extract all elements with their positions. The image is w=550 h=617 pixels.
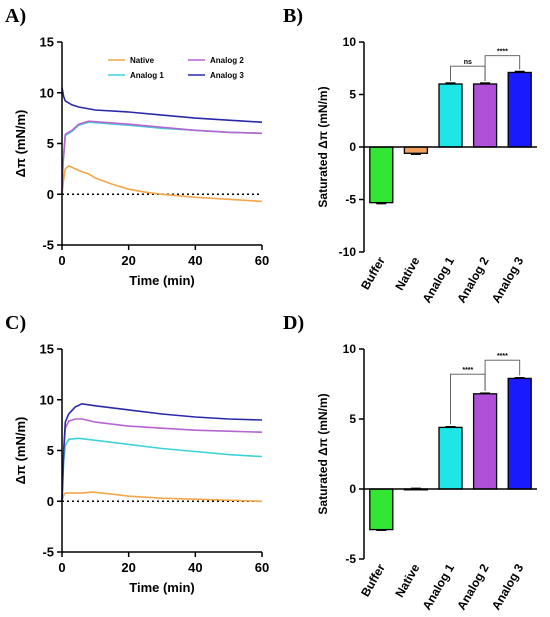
category-label: Native <box>392 254 422 292</box>
y-tick-label: -5 <box>42 238 54 253</box>
significance-label: **** <box>497 49 508 56</box>
significance-label: ns <box>464 59 472 66</box>
legend-label: Analog 3 <box>210 71 244 80</box>
panel-label: B) <box>283 5 303 27</box>
bar-analog-1 <box>438 426 463 490</box>
y-tick-label: 0 <box>349 140 356 154</box>
y-tick-label: -5 <box>345 552 356 566</box>
bar-analog-2 <box>472 393 498 490</box>
series-line-analog-2 <box>61 418 263 502</box>
y-tick-label: 0 <box>349 482 356 496</box>
bar-buffer <box>369 488 394 531</box>
category-label: Analog 3 <box>489 561 527 612</box>
panel-a: A) -5 0 5 10 15 0 20 40 60 Time (min) Δπ (mN/m) Nati… <box>5 5 269 288</box>
series-line-analog-1 <box>61 437 263 502</box>
bar-analog-3 <box>507 377 532 490</box>
x-axis-label: Time (min) <box>129 273 195 288</box>
legend-label: Analog 2 <box>210 56 244 65</box>
series-line-native <box>61 491 263 503</box>
y-tick-label: 10 <box>343 342 357 356</box>
x-tick-label: 60 <box>255 253 269 268</box>
x-tick-label: 20 <box>121 560 135 575</box>
series-line-analog-2 <box>61 120 263 195</box>
y-tick-label: -10 <box>339 245 357 259</box>
y-tick-label: 5 <box>349 412 356 426</box>
bar-native <box>403 146 429 154</box>
y-axis-label: Saturated Δπ (mN/m) <box>316 393 330 514</box>
bar-analog-3 <box>507 71 532 148</box>
y-axis-label: Δπ (mN/m) <box>13 417 28 485</box>
category-label: Analog 1 <box>420 561 458 612</box>
series-line-native <box>61 164 263 203</box>
category-label: Analog 3 <box>489 254 527 305</box>
y-tick-label: 15 <box>40 342 54 357</box>
bar-analog-1 <box>438 83 463 148</box>
x-tick-label: 0 <box>58 253 65 268</box>
x-tick-label: 60 <box>255 560 269 575</box>
y-tick-label: 0 <box>47 187 54 202</box>
legend-label: Native <box>130 56 155 65</box>
y-tick-label: 5 <box>47 136 54 151</box>
x-tick-label: 20 <box>121 253 135 268</box>
legend-label: Analog 1 <box>130 71 164 80</box>
x-tick-label: 0 <box>58 560 65 575</box>
category-label: Buffer <box>358 561 388 599</box>
x-tick-label: 40 <box>188 253 202 268</box>
category-label: Analog 2 <box>454 254 492 305</box>
y-tick-label: -5 <box>42 545 54 560</box>
y-tick-label: 10 <box>343 35 357 49</box>
y-tick-label: 15 <box>40 35 54 50</box>
y-tick-label: 10 <box>40 392 54 407</box>
series-line-analog-3 <box>61 87 263 123</box>
y-tick-label: 5 <box>47 443 54 458</box>
y-tick-label: 10 <box>40 85 54 100</box>
category-label: Buffer <box>358 254 388 292</box>
y-tick-label: -5 <box>345 193 356 207</box>
y-axis-label: Saturated Δπ (mN/m) <box>316 86 330 207</box>
significance-label: **** <box>497 353 508 360</box>
category-label: Analog 1 <box>420 254 458 305</box>
category-label: Analog 2 <box>454 561 492 612</box>
category-label: Native <box>392 561 422 599</box>
significance-bracket <box>484 55 521 81</box>
y-tick-label: 5 <box>349 88 356 102</box>
significance-bracket <box>484 359 521 391</box>
y-tick-label: 0 <box>47 494 54 509</box>
panel-label: A) <box>5 5 26 27</box>
panel-label: D) <box>283 312 304 334</box>
x-axis-label: Time (min) <box>129 580 195 595</box>
panel-label: C) <box>5 312 26 334</box>
x-tick-label: 40 <box>188 560 202 575</box>
significance-label: **** <box>462 367 473 374</box>
bar-buffer <box>369 146 394 204</box>
y-axis-label: Δπ (mN/m) <box>13 110 28 178</box>
significance-bracket <box>450 65 486 81</box>
bar-analog-2 <box>472 83 498 148</box>
series-line-analog-3 <box>61 402 263 502</box>
panel-c: C) -5 0 5 10 15 0 20 40 60 Time (min) Δπ (mN/m) <box>5 312 269 595</box>
